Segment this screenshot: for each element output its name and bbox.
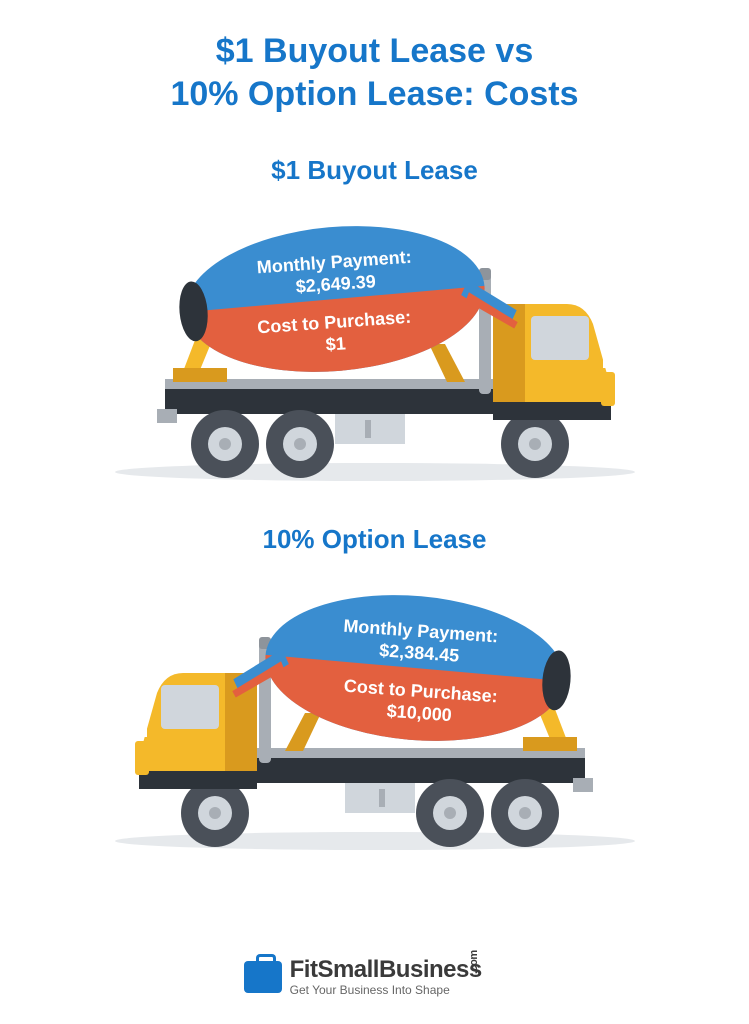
footer-tagline: Get Your Business Into Shape [290,984,506,996]
footer-text: FitSmallBusiness.com Get Your Business I… [290,958,506,996]
truck-option: Monthly Payment: $2,384.45 Cost to Purch… [95,573,655,853]
footer-brand: FitSmallBusiness.com [290,958,506,982]
section-option: 10% Option Lease [0,484,749,853]
brand-name: FitSmallBusiness [290,956,482,983]
truck-buyout: Monthly Payment: $2,649.39 Cost to Purch… [95,204,655,484]
briefcase-icon [244,961,282,993]
section-buyout: $1 Buyout Lease [0,115,749,484]
section-heading-buyout: $1 Buyout Lease [271,155,478,186]
brand-suffix: .com [469,950,480,974]
section-heading-option: 10% Option Lease [263,524,487,555]
title-line-1: $1 Buyout Lease vs [216,32,533,70]
title-line-2: 10% Option Lease: Costs [170,75,578,113]
page-title: $1 Buyout Lease vs 10% Option Lease: Cos… [170,30,578,115]
footer-logo: FitSmallBusiness.com Get Your Business I… [0,958,749,996]
